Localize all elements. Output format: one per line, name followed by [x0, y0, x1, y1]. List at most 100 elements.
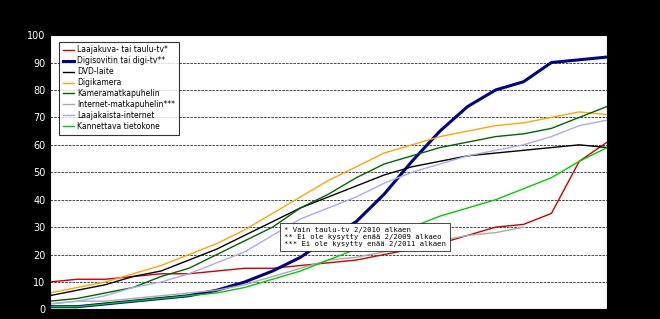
Laajakaista-internet [519, 143, 527, 147]
Laajakuva- tai taulu-tv* [492, 225, 500, 229]
Kameramatkapuhelin [157, 275, 165, 278]
Kameramatkapuhelin [296, 206, 304, 210]
Kameramatkapuhelin [380, 162, 388, 166]
Kannettava tietokone [352, 247, 360, 251]
Internet-matkapuhelin*** [352, 256, 360, 259]
Digisovitin tai digi-tv** [241, 280, 249, 284]
Kameramatkapuhelin [436, 146, 444, 150]
Digisovitin tai digi-tv** [102, 302, 110, 306]
Kannettava tietokone [241, 286, 249, 289]
Kannettava tietokone [213, 291, 220, 295]
DVD-laite [46, 294, 53, 298]
Laajakuva- tai taulu-tv* [464, 234, 472, 237]
Laajakaista-internet [296, 217, 304, 221]
Kannettava tietokone [46, 305, 53, 308]
Kannettava tietokone [576, 160, 583, 163]
Digisovitin tai digi-tv** [269, 269, 277, 273]
Internet-matkapuhelin*** [492, 231, 500, 234]
Kameramatkapuhelin [185, 266, 193, 270]
DVD-laite [380, 173, 388, 177]
Kannettava tietokone [547, 176, 555, 180]
DVD-laite [464, 154, 472, 158]
Kannettava tietokone [185, 294, 193, 298]
DVD-laite [492, 151, 500, 155]
Laajakuva- tai taulu-tv* [46, 280, 53, 284]
Laajakaista-internet [157, 280, 165, 284]
Line: Internet-matkapuhelin***: Internet-matkapuhelin*** [50, 227, 523, 304]
Line: Digisovitin tai digi-tv**: Digisovitin tai digi-tv** [50, 57, 607, 307]
Digisovitin tai digi-tv** [73, 305, 81, 308]
Laajakaista-internet [73, 299, 81, 303]
Kameramatkapuhelin [241, 239, 249, 243]
DVD-laite [436, 160, 444, 163]
Laajakuva- tai taulu-tv* [73, 277, 81, 281]
Digikamera [324, 179, 332, 182]
DVD-laite [296, 206, 304, 210]
Laajakaista-internet [408, 170, 416, 174]
Kameramatkapuhelin [213, 253, 220, 256]
Digisovitin tai digi-tv** [519, 80, 527, 84]
Laajakuva- tai taulu-tv* [213, 269, 220, 273]
Digikamera [576, 110, 583, 114]
Kameramatkapuhelin [547, 126, 555, 130]
Laajakaista-internet [269, 234, 277, 237]
Internet-matkapuhelin*** [519, 225, 527, 229]
Digisovitin tai digi-tv** [352, 220, 360, 224]
Kannettava tietokone [380, 236, 388, 240]
Line: Kameramatkapuhelin: Kameramatkapuhelin [50, 107, 607, 301]
Line: Laajakuva- tai taulu-tv*: Laajakuva- tai taulu-tv* [50, 142, 607, 282]
Laajakuva- tai taulu-tv* [519, 222, 527, 226]
Laajakaista-internet [324, 206, 332, 210]
Laajakaista-internet [185, 272, 193, 276]
Kannettava tietokone [464, 206, 472, 210]
Digikamera [547, 115, 555, 119]
Digisovitin tai digi-tv** [492, 88, 500, 92]
Laajakaista-internet [241, 250, 249, 254]
Laajakaista-internet [464, 154, 472, 158]
Kannettava tietokone [436, 214, 444, 218]
Internet-matkapuhelin*** [46, 302, 53, 306]
Kameramatkapuhelin [603, 105, 611, 108]
Laajakaista-internet [352, 195, 360, 199]
Internet-matkapuhelin*** [73, 299, 81, 303]
Digisovitin tai digi-tv** [46, 305, 53, 308]
Digikamera [464, 129, 472, 133]
Digisovitin tai digi-tv** [408, 160, 416, 163]
Line: Digikamera: Digikamera [50, 112, 607, 293]
Internet-matkapuhelin*** [324, 258, 332, 262]
Kameramatkapuhelin [408, 154, 416, 158]
Laajakaista-internet [436, 162, 444, 166]
Laajakaista-internet [603, 118, 611, 122]
Internet-matkapuhelin*** [102, 299, 110, 303]
Digikamera [73, 286, 81, 289]
Kameramatkapuhelin [269, 225, 277, 229]
Internet-matkapuhelin*** [185, 291, 193, 295]
Laajakaista-internet [547, 135, 555, 138]
Digisovitin tai digi-tv** [129, 299, 137, 303]
Digikamera [603, 113, 611, 116]
Digikamera [436, 135, 444, 138]
Digikamera [519, 121, 527, 125]
Digikamera [129, 272, 137, 276]
Laajakuva- tai taulu-tv* [157, 272, 165, 276]
Laajakaista-internet [129, 286, 137, 289]
Digisovitin tai digi-tv** [324, 236, 332, 240]
Digikamera [46, 291, 53, 295]
Kannettava tietokone [519, 187, 527, 191]
Digikamera [241, 228, 249, 232]
DVD-laite [129, 275, 137, 278]
Laajakuva- tai taulu-tv* [436, 242, 444, 246]
Digikamera [102, 280, 110, 284]
Internet-matkapuhelin*** [436, 239, 444, 243]
DVD-laite [213, 247, 220, 251]
Digisovitin tai digi-tv** [185, 294, 193, 298]
Laajakuva- tai taulu-tv* [380, 253, 388, 256]
Kannettava tietokone [296, 269, 304, 273]
Digikamera [157, 263, 165, 267]
Digikamera [213, 242, 220, 246]
DVD-laite [157, 269, 165, 273]
Laajakaista-internet [576, 124, 583, 128]
Kameramatkapuhelin [352, 176, 360, 180]
Laajakaista-internet [213, 261, 220, 265]
Internet-matkapuhelin*** [213, 288, 220, 292]
